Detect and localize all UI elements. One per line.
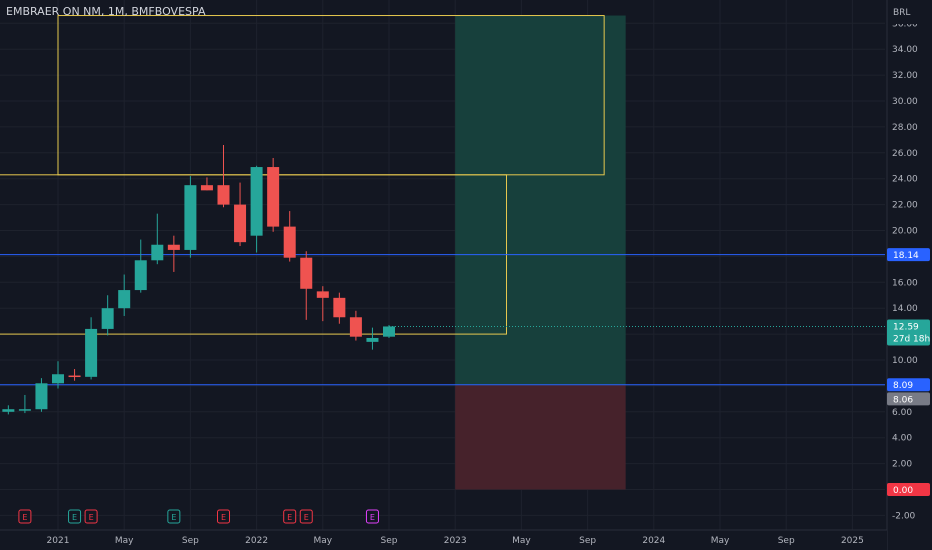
price-axis[interactable]: -2.000.002.004.006.008.0010.0012.0014.00… <box>886 0 932 550</box>
chart-grid <box>0 0 885 530</box>
time-axis[interactable]: 2021 May Sep 2022 May Sep 2023 May Sep 2024 May Sep… <box>0 529 887 550</box>
loss-zone[interactable] <box>455 384 626 490</box>
price-tick-label: 32.00 <box>892 71 918 81</box>
price-tag-label: 0.00 <box>893 486 913 496</box>
price-tag <box>887 392 930 406</box>
time-tick-label: Sep <box>778 536 795 546</box>
earnings-marker[interactable] <box>365 509 379 524</box>
price-tag-label: 8.06 <box>893 395 913 405</box>
price-axis-background <box>887 0 932 550</box>
time-tick-label: 2025 <box>841 536 864 546</box>
earnings-marker-label: E <box>287 513 292 522</box>
candle-body <box>134 260 147 291</box>
earnings-marker-label: E <box>171 513 176 522</box>
time-tick-label: May <box>512 536 531 546</box>
candle-body <box>2 409 15 412</box>
candle-body <box>52 374 64 384</box>
horizontal-lines[interactable] <box>0 254 885 386</box>
price-tick-label: 6.00 <box>892 408 912 418</box>
chart-title: EMBRAER ON NM, 1M, BMFBOVESPA <box>6 5 206 18</box>
time-tick-label: May <box>711 536 730 546</box>
time-tick-label: 2023 <box>444 536 467 546</box>
earnings-marker-label: E <box>22 513 27 522</box>
price-tags: 18.14 12.59 27d 18h 8.09 8.06 0.00 <box>887 248 930 496</box>
candle-body <box>383 326 395 337</box>
price-tag <box>887 378 930 392</box>
earnings-marker-label: E <box>221 513 226 522</box>
time-tick-label: May <box>313 536 332 546</box>
earnings-marker-label: E <box>72 513 77 522</box>
candle-body <box>366 337 379 342</box>
candle-body <box>349 317 362 337</box>
price-tick-label: 34.00 <box>892 45 918 55</box>
price-tag <box>887 483 930 496</box>
price-tick-label: 4.00 <box>892 434 912 444</box>
price-tick-label: 22.00 <box>892 201 918 211</box>
candle-body <box>333 297 346 318</box>
candle-body <box>300 257 313 289</box>
price-tick-label: 28.00 <box>892 123 918 133</box>
price-tick-label: 26.00 <box>892 149 918 159</box>
candle-body <box>85 328 98 377</box>
candle-body <box>217 185 230 205</box>
earnings-marker[interactable] <box>68 509 82 524</box>
candle-body <box>234 204 247 243</box>
price-tag-label: 18.14 <box>893 251 919 261</box>
price-tag <box>887 319 930 346</box>
candle-body <box>184 185 197 250</box>
price-tick-label: -2.00 <box>892 511 916 521</box>
profit-zone[interactable] <box>455 15 626 385</box>
currency-label[interactable]: BRL <box>893 8 910 18</box>
price-tick-label: 10.00 <box>892 356 918 366</box>
price-tag-label: 12.59 <box>893 322 919 332</box>
candlesticks <box>2 145 395 415</box>
time-tick-label: 2021 <box>47 536 70 546</box>
time-tick-label: May <box>115 536 134 546</box>
time-tick-label: Sep <box>182 536 199 546</box>
time-tick-label: 2022 <box>245 536 268 546</box>
earnings-marker-label: E <box>304 513 309 522</box>
candle-body <box>250 167 263 236</box>
earnings-marker-label: E <box>89 513 94 522</box>
candle-body <box>68 375 81 378</box>
candle-body <box>118 290 131 309</box>
price-tick-label: 20.00 <box>892 227 918 237</box>
earnings-marker[interactable] <box>283 509 297 524</box>
price-tick-label: 36.00 <box>892 19 918 29</box>
price-tag-label: 8.09 <box>893 381 913 391</box>
price-tick-label: 16.00 <box>892 278 918 288</box>
price-tick-label: 24.00 <box>892 175 918 185</box>
candle-body <box>267 167 280 227</box>
candle-body <box>316 291 329 298</box>
candle-body <box>18 409 31 411</box>
earnings-marker[interactable] <box>18 509 32 524</box>
earnings-marker[interactable] <box>217 509 230 524</box>
candle-body <box>283 226 296 258</box>
candle-body <box>101 308 114 329</box>
price-tick-label: 30.00 <box>892 97 918 107</box>
earnings-marker[interactable] <box>84 509 98 524</box>
position-zones[interactable] <box>455 15 626 490</box>
earnings-marker[interactable] <box>167 509 181 524</box>
price-tag <box>887 248 930 262</box>
earnings-marker-label: E <box>370 513 375 522</box>
candle-body <box>167 244 180 250</box>
time-tick-label: Sep <box>381 536 398 546</box>
earnings-marker[interactable] <box>299 509 313 524</box>
candle-body <box>200 185 213 191</box>
price-tick-label: 14.00 <box>892 304 918 314</box>
price-tick-label: 2.00 <box>892 460 912 470</box>
time-axis-background <box>0 530 887 550</box>
time-tick-label: Sep <box>579 536 596 546</box>
time-tick-label: 2024 <box>642 536 665 546</box>
candle-body <box>151 244 164 261</box>
currency-label-background <box>888 0 932 24</box>
price-tag-countdown: 27d 18h <box>893 334 930 344</box>
candle-body <box>35 383 48 410</box>
